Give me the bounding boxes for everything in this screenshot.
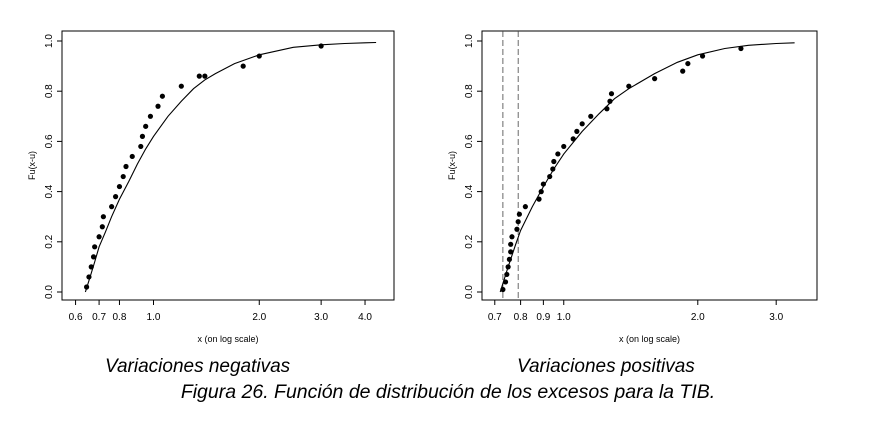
c1-data-point bbox=[579, 121, 585, 127]
c0-data-point bbox=[196, 73, 202, 79]
c1-y-tick-label: 0.4 bbox=[464, 184, 475, 198]
c1-data-point bbox=[680, 68, 686, 74]
c0-x-tick-label: 3.0 bbox=[314, 312, 328, 323]
c1-data-point bbox=[588, 113, 594, 119]
c0-data-point bbox=[92, 244, 98, 250]
c1-data-point bbox=[509, 234, 515, 240]
c1-data-point bbox=[540, 181, 546, 187]
c0-data-point bbox=[90, 254, 97, 260]
c0-data-point bbox=[147, 113, 154, 119]
c1-data-point bbox=[626, 83, 632, 89]
c0-x-tick-label: 0.7 bbox=[92, 312, 106, 323]
c0-data-point bbox=[86, 274, 92, 280]
c0-data-point bbox=[240, 63, 246, 69]
c1-data-point bbox=[515, 219, 521, 225]
c1-data-point bbox=[547, 173, 553, 180]
c0-data-point bbox=[83, 284, 90, 290]
c1-data-point bbox=[504, 271, 510, 278]
c1-data-point bbox=[506, 256, 513, 262]
c0-data-point bbox=[318, 43, 324, 49]
c1-data-point bbox=[502, 279, 509, 285]
c1-x-tick-label: 2.0 bbox=[691, 312, 705, 323]
c0-plot-frame bbox=[61, 30, 395, 301]
c1-x-axis-label: x (on log scale) bbox=[619, 334, 680, 344]
c0-data-point bbox=[138, 143, 144, 150]
c1-data-point bbox=[538, 189, 544, 195]
c1-data-point bbox=[685, 60, 691, 67]
c0-data-point bbox=[155, 103, 161, 109]
c1-x-tick-label: 1.0 bbox=[557, 312, 571, 323]
c0-y-axis-label: Fu(x-u) bbox=[27, 151, 37, 180]
panel-title-negativas: Variaciones negativas bbox=[105, 356, 291, 377]
c1-x-tick-label: 0.8 bbox=[514, 312, 528, 323]
c1-data-point bbox=[508, 241, 514, 247]
c1-fitted-curve bbox=[499, 42, 795, 293]
c1-data-point bbox=[551, 158, 557, 165]
panel-title-positivas: Variaciones positivas bbox=[517, 356, 695, 377]
c1-data-point bbox=[738, 45, 744, 52]
figure-caption: Figura 26. Función de distribución de lo… bbox=[180, 381, 716, 403]
c1-x-tick-label: 0.7 bbox=[488, 312, 502, 323]
c0-x-tick-label: 2.0 bbox=[252, 312, 266, 323]
c1-data-point bbox=[574, 128, 580, 134]
c1-y-tick-label: 1.0 bbox=[464, 34, 475, 48]
c1-y-tick-label: 0.0 bbox=[464, 285, 475, 299]
c1-data-point bbox=[550, 166, 556, 172]
c1-data-point bbox=[516, 211, 522, 217]
c1-data-point bbox=[652, 76, 658, 82]
c0-data-point bbox=[112, 194, 119, 200]
c0-data-point bbox=[123, 163, 129, 170]
c1-x-tick-label: 3.0 bbox=[769, 312, 783, 323]
c1-y-tick-label: 0.6 bbox=[464, 134, 475, 148]
c0-data-point bbox=[178, 83, 184, 89]
c1-data-point bbox=[604, 106, 610, 112]
c0-data-point bbox=[100, 214, 106, 220]
c0-data-point bbox=[159, 93, 165, 99]
c1-data-point bbox=[608, 91, 615, 97]
c1-data-point bbox=[522, 204, 528, 210]
c1-y-tick-label: 0.2 bbox=[464, 234, 475, 248]
c1-data-point bbox=[607, 98, 613, 104]
c0-data-point bbox=[139, 133, 146, 139]
c1-x-tick-label: 0.9 bbox=[536, 312, 550, 323]
c1-data-point bbox=[570, 136, 576, 142]
c0-x-axis-label: x (on log scale) bbox=[197, 334, 258, 344]
c0-x-tick-label: 0.8 bbox=[113, 312, 127, 323]
c1-plot-frame bbox=[481, 30, 818, 301]
c0-y-tick-label: 0.0 bbox=[44, 285, 55, 299]
c0-y-tick-label: 0.8 bbox=[44, 84, 55, 98]
c1-data-point bbox=[561, 143, 567, 150]
c0-data-point bbox=[202, 73, 208, 79]
c0-data-point bbox=[143, 123, 149, 129]
c0-y-tick-label: 1.0 bbox=[44, 34, 55, 48]
c0-x-tick-label: 1.0 bbox=[147, 312, 161, 323]
c1-data-point bbox=[500, 286, 506, 293]
c1-y-axis-label: Fu(x-u) bbox=[447, 151, 457, 180]
c1-data-point bbox=[514, 226, 520, 232]
c1-data-point bbox=[555, 151, 561, 157]
c0-fitted-curve bbox=[84, 41, 377, 293]
c0-x-tick-label: 0.6 bbox=[69, 312, 83, 323]
c0-x-tick-label: 4.0 bbox=[358, 312, 372, 323]
c0-y-tick-label: 0.4 bbox=[44, 184, 55, 198]
c1-data-point bbox=[508, 249, 514, 255]
c0-data-point bbox=[116, 183, 123, 190]
c0-y-tick-label: 0.6 bbox=[44, 134, 55, 148]
c0-data-point bbox=[88, 264, 94, 270]
c1-data-point bbox=[699, 53, 706, 59]
c1-data-point bbox=[505, 264, 511, 270]
c0-data-point bbox=[99, 224, 105, 230]
c1-data-point bbox=[536, 196, 542, 202]
c0-data-point bbox=[96, 234, 102, 240]
c0-data-point bbox=[120, 173, 126, 180]
c0-data-point bbox=[256, 53, 262, 59]
c1-y-tick-label: 0.8 bbox=[464, 84, 475, 98]
c0-data-point bbox=[129, 153, 135, 160]
c0-y-tick-label: 0.2 bbox=[44, 234, 55, 248]
c0-data-point bbox=[109, 204, 115, 210]
